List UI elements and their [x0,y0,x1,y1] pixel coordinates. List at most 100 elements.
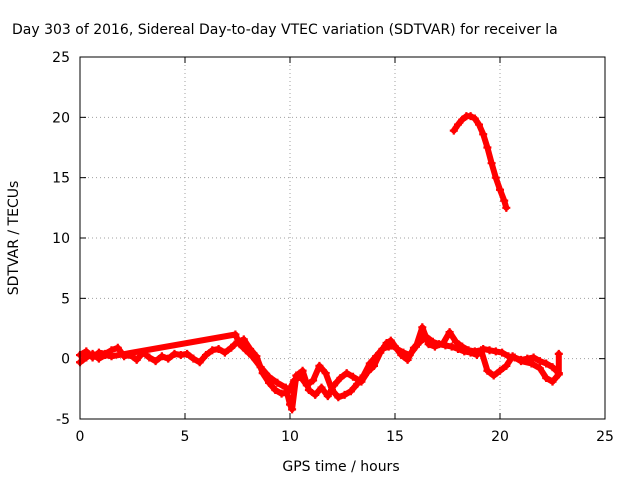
data-series [76,112,563,414]
data-point [151,357,160,366]
data-point [487,159,496,168]
data-point [470,114,479,123]
data-point [491,347,500,356]
data-point [405,351,414,360]
data-point [363,367,372,376]
x-tick-label: 25 [596,429,614,445]
data-point [241,346,250,355]
x-axis-label: GPS time / hours [282,459,399,475]
data-point [357,377,366,386]
y-tick-label: 20 [52,110,70,126]
x-tick-label: 15 [386,429,404,445]
y-tick-label: 25 [52,50,70,66]
data-point [399,348,408,357]
data-point [535,357,544,366]
data-point [248,352,257,361]
series-line [77,324,562,413]
data-point [317,383,326,392]
data-point [340,390,349,399]
data-point [500,196,509,205]
chart-title: Day 303 of 2016, Sidereal Day-to-day VTE… [12,22,558,38]
data-point [529,353,538,362]
data-point [451,337,460,346]
data-point [214,345,223,354]
data-point [542,359,551,368]
data-point [265,372,273,381]
data-point [517,357,525,366]
data-point [336,373,345,382]
data-point [496,366,504,375]
data-point [309,376,318,385]
data-point [321,369,330,378]
data-point [548,377,557,386]
data-point [330,381,339,390]
data-point [483,143,492,152]
data-point [475,120,483,129]
data-point [189,354,198,363]
data-point [94,354,103,363]
data-point [458,115,467,124]
data-point [281,383,290,392]
data-point [458,342,467,351]
data-point [286,400,294,409]
data-point [323,392,332,401]
data-point [101,351,110,360]
data-point [107,352,116,361]
data-point [479,130,488,139]
data-point [386,336,395,345]
y-tick-label: 5 [61,291,70,307]
series-group [76,323,563,414]
y-axis-label: SDTVAR / TECUs [6,181,22,296]
data-point [311,390,320,399]
x-tick-label: 20 [491,429,509,445]
x-tick-label: 0 [76,429,85,445]
data-point [82,353,91,362]
data-point [342,369,351,378]
data-point [271,386,280,395]
data-point [418,323,427,332]
data-point [170,349,179,358]
data-point [502,203,511,212]
data-point [496,185,504,194]
data-point [376,348,385,357]
data-point [273,378,282,387]
data-point [542,373,551,382]
data-point [208,346,217,355]
data-point [430,342,439,351]
data-point [548,363,557,372]
data-point [176,351,185,360]
data-point [256,363,265,372]
data-point [489,371,498,380]
plot-frame [79,56,606,420]
data-point [349,372,357,381]
data-point [145,353,154,362]
data-point [235,340,244,349]
data-point [470,347,479,356]
series-group [449,112,511,212]
data-point [157,352,166,361]
data-point [393,345,402,354]
y-tick-label: 10 [52,231,70,247]
grid-lines [80,57,605,419]
data-point [220,348,229,357]
data-point [485,346,494,355]
data-point [292,371,301,380]
data-point [554,349,563,358]
data-point [464,346,473,355]
data-point [132,355,141,364]
data-point [498,348,507,357]
data-point [195,358,204,367]
data-point [164,354,173,363]
data-point [477,346,486,355]
data-point [424,340,433,349]
data-point [508,352,517,361]
data-point [227,343,236,352]
data-point [88,349,97,358]
data-point [298,366,307,375]
data-point [491,173,500,182]
data-point [315,361,324,370]
data-point [183,349,192,358]
data-point [439,338,448,347]
data-point [382,338,391,347]
data-point [466,112,475,121]
